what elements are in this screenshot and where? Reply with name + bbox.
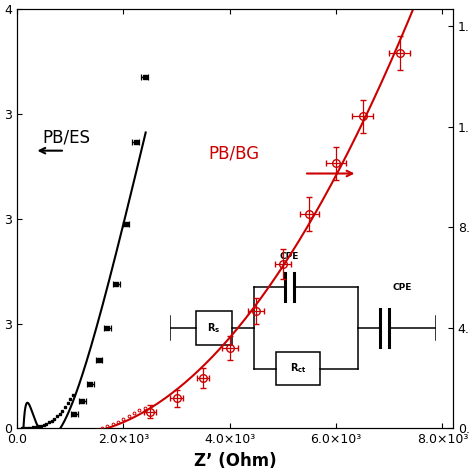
Text: PB/BG: PB/BG	[209, 145, 260, 163]
X-axis label: Z’ (Ohm): Z’ (Ohm)	[194, 452, 276, 470]
Text: PB/ES: PB/ES	[43, 128, 91, 146]
